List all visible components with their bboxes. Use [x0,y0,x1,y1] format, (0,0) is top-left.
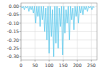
tick-label: 0 [20,63,23,68]
chart: 0.00 -0.05 -0.10 -0.15 -0.20 -0.25 -0.300 50 100… [0,0,100,70]
tick-label: -0.25 [7,46,19,51]
tick-label: 250 [87,63,96,68]
tick-label: 200 [73,63,82,68]
grid-line [21,31,97,32]
tick-label: 50 [32,63,38,68]
tick-label: -0.10 [7,21,19,26]
tick-label: 150 [59,63,68,68]
data-line [21,6,94,56]
tick-label: -0.30 [7,54,19,59]
tick-label: 100 [45,63,54,68]
tick-label: 0.00 [9,4,19,9]
plot-area [21,6,94,56]
grid-line [21,39,97,40]
plot-frame [21,3,97,60]
grid-line [21,48,97,49]
tick-label: -0.20 [7,38,19,43]
tick-label: -0.15 [7,29,19,34]
grid-line [91,3,92,60]
grid-line [21,56,97,57]
tick-label: -0.05 [7,12,19,17]
